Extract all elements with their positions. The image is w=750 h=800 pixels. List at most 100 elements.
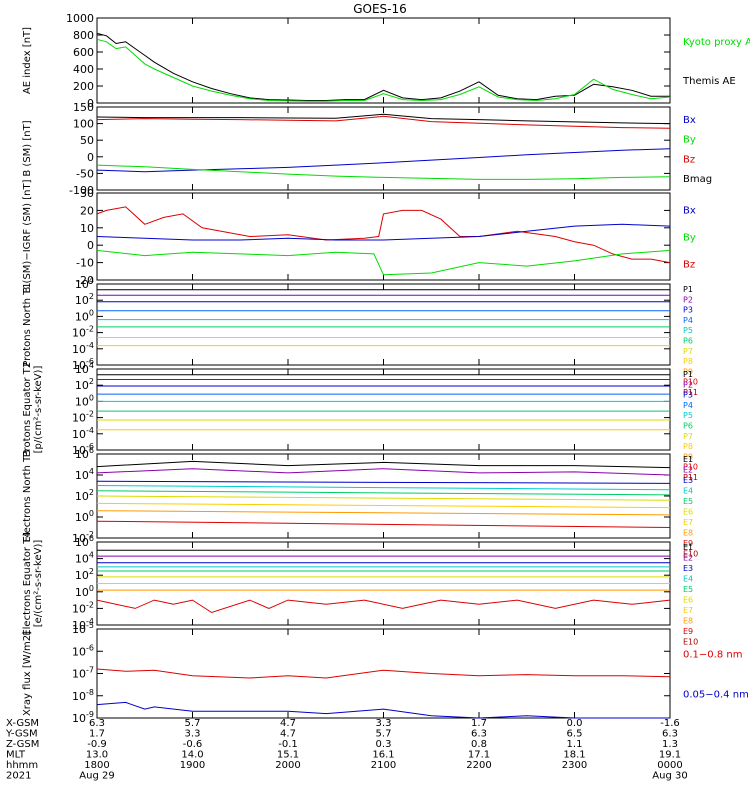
y-tick-exponent: 4 bbox=[89, 467, 94, 476]
footer-cell: Aug 29 bbox=[79, 771, 114, 782]
series-bx bbox=[96, 223, 671, 241]
footer-cell: 6.3 bbox=[471, 729, 487, 740]
panel-2: 150 100 50 0 -50 -100 B (SM) [nT] Bx By Bz Bmag bbox=[22, 101, 712, 197]
y-tick-exponent: -6 bbox=[86, 643, 94, 652]
y-tick-exponent: 2 bbox=[89, 377, 94, 386]
footer-cell: Aug 30 bbox=[652, 771, 687, 782]
footer-cell: 0.8 bbox=[471, 739, 487, 750]
y-tick-exponent: -5 bbox=[86, 621, 94, 630]
footer-cell: -1.6 bbox=[660, 718, 680, 729]
footer-row-label: Z-GSM bbox=[6, 739, 39, 750]
y-tick-label: 104 bbox=[75, 276, 94, 291]
y-tick-label: 10-8 bbox=[72, 688, 94, 703]
y-tick-label: 30 bbox=[80, 187, 94, 200]
legend-entry: P6 bbox=[683, 422, 693, 431]
y-tick-label: 102 bbox=[75, 567, 94, 582]
y-tick-label: 0 bbox=[87, 239, 94, 252]
legend-entry: E8 bbox=[683, 617, 693, 626]
y-tick-label: 0 bbox=[87, 151, 94, 164]
legend-entry: P9 bbox=[683, 452, 693, 461]
legend-entry: 0.1−0.8 nm bbox=[683, 649, 742, 660]
legend-entry: E4 bbox=[683, 487, 693, 496]
y-tick-exponent: -8 bbox=[86, 688, 94, 697]
y-axis-label: Electrons North T3 bbox=[22, 449, 33, 542]
series-0-1-0-8-nm bbox=[96, 668, 671, 679]
y-tick-label: 20 bbox=[80, 204, 94, 217]
series-e9 bbox=[96, 520, 671, 528]
legend-entry: E9 bbox=[683, 539, 693, 548]
footer-cell: 17.1 bbox=[468, 750, 490, 761]
y-tick-label: 10-4 bbox=[72, 426, 94, 441]
legend-entry: P9 bbox=[683, 367, 693, 376]
y-tick-exponent: -4 bbox=[86, 617, 94, 626]
legend-entry: P5 bbox=[683, 411, 693, 420]
legend-entry: E2 bbox=[683, 554, 693, 563]
footer-cell: 4.7 bbox=[280, 718, 296, 729]
footer-cell: 0.3 bbox=[376, 739, 392, 750]
footer-cell: 2300 bbox=[562, 760, 587, 771]
legend-entry: E1 bbox=[683, 543, 693, 552]
footer-cell: 15.1 bbox=[277, 750, 299, 761]
legend-entry: E2 bbox=[683, 466, 693, 475]
legend-entry: P4 bbox=[683, 401, 693, 410]
legend-entry: P8 bbox=[683, 442, 693, 451]
footer-cell: 6.3 bbox=[662, 729, 678, 740]
series-e7 bbox=[96, 502, 671, 509]
series-bz bbox=[96, 206, 671, 264]
y-tick-exponent: 2 bbox=[89, 567, 94, 576]
legend-entry: P1 bbox=[683, 285, 693, 294]
legend-entry: E3 bbox=[683, 476, 693, 485]
footer-cell: 2000 bbox=[275, 760, 300, 771]
series-0-05-0-4-nm bbox=[96, 701, 670, 719]
y-axis-label: [p/(cm²-s-sr-keV)] bbox=[33, 366, 44, 454]
footer-row-label: X-GSM bbox=[6, 718, 39, 729]
y-axis-label: B (SM) [nT] bbox=[22, 120, 33, 176]
footer-cell: 3.3 bbox=[185, 729, 201, 740]
y-axis-label: B (SM)−IGRF (SM) [nT] bbox=[22, 179, 33, 293]
y-axis-label: Protons North T1 bbox=[22, 282, 33, 366]
footer-cell: 2100 bbox=[371, 760, 396, 771]
y-axis-label: Electrons Equator T4 bbox=[22, 531, 33, 635]
legend-entry: P4 bbox=[683, 316, 693, 325]
footer-cell: 2200 bbox=[466, 760, 491, 771]
legend-entry: 0.05−0.4 nm bbox=[683, 690, 749, 701]
y-tick-label: 0 bbox=[87, 97, 94, 110]
legend-entry: Kyoto proxy AE bbox=[683, 37, 750, 48]
legend-entry: Bmag bbox=[683, 174, 712, 185]
y-tick-exponent: -4 bbox=[86, 341, 94, 350]
panel-frame bbox=[96, 453, 671, 539]
footer-cell: 0000 bbox=[657, 760, 682, 771]
y-tick-exponent: -2 bbox=[86, 325, 94, 334]
y-tick-label: -20 bbox=[76, 274, 94, 287]
y-tick-exponent: -7 bbox=[86, 666, 94, 675]
footer-cell: 5.7 bbox=[376, 729, 392, 740]
y-tick-exponent: -2 bbox=[86, 530, 94, 539]
y-tick-exponent: 2 bbox=[89, 292, 94, 301]
legend-entry: By bbox=[683, 135, 696, 146]
footer-row-label: MLT bbox=[6, 750, 26, 761]
y-tick-exponent: 6 bbox=[89, 534, 94, 543]
y-tick-exponent: -2 bbox=[86, 410, 94, 419]
y-tick-label: 1000 bbox=[66, 12, 94, 25]
y-tick-label: 10-2 bbox=[72, 600, 94, 615]
series-e6 bbox=[96, 495, 671, 501]
footer-cell: 1.7 bbox=[471, 718, 487, 729]
legend-entry: E6 bbox=[683, 508, 693, 517]
series-e4 bbox=[96, 485, 671, 491]
y-tick-label: 106 bbox=[75, 446, 94, 461]
footer-cell: 13.0 bbox=[86, 750, 108, 761]
footer-cell: 1.7 bbox=[89, 729, 105, 740]
series-kyoto-proxy-ae bbox=[96, 38, 671, 102]
legend-entry: P3 bbox=[683, 391, 693, 400]
footer-row-label: 2021 bbox=[6, 771, 31, 782]
y-tick-label: 150 bbox=[73, 101, 94, 114]
legend-entry: E10 bbox=[683, 550, 698, 559]
footer-cell: 14.0 bbox=[181, 750, 203, 761]
legend-entry: P7 bbox=[683, 347, 693, 356]
footer-cell: 5.7 bbox=[185, 718, 201, 729]
